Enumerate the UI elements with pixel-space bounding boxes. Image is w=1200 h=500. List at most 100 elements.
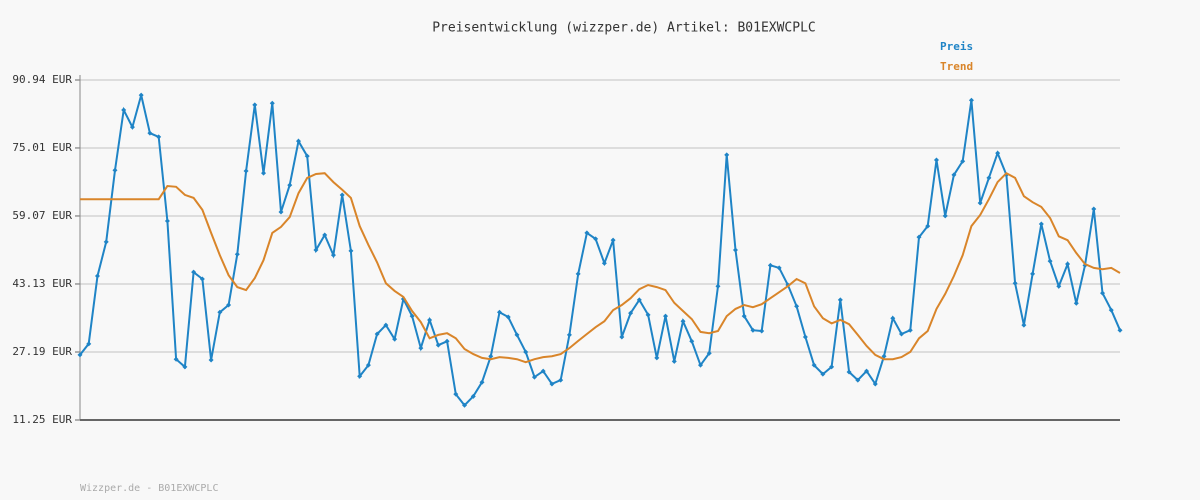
point	[313, 247, 319, 253]
point	[523, 349, 529, 355]
point	[77, 352, 83, 358]
point	[462, 402, 468, 408]
point	[427, 317, 433, 323]
point	[182, 364, 188, 370]
point	[636, 297, 642, 303]
y-tick-label: 59.07 EUR	[12, 209, 72, 222]
point	[767, 262, 773, 268]
point	[357, 373, 363, 379]
point	[916, 234, 922, 240]
point	[1038, 221, 1044, 227]
y-tick-label: 27.19 EUR	[12, 345, 72, 358]
point	[295, 138, 301, 144]
point	[619, 334, 625, 340]
line-1	[80, 171, 1121, 364]
point	[208, 357, 214, 363]
point	[663, 313, 669, 319]
point	[488, 353, 494, 359]
point	[933, 157, 939, 163]
y-tick-label: 75.01 EUR	[12, 141, 72, 154]
point	[575, 271, 581, 277]
point	[759, 328, 765, 334]
point	[234, 251, 240, 257]
point	[995, 150, 1001, 156]
point	[601, 260, 607, 266]
point	[243, 168, 249, 174]
legend-label: Preis	[940, 40, 973, 53]
point	[584, 230, 590, 236]
point	[689, 338, 695, 344]
point	[741, 313, 747, 319]
point	[1073, 300, 1079, 306]
point	[907, 327, 913, 333]
point	[383, 322, 389, 328]
point	[864, 368, 870, 374]
point	[217, 309, 223, 315]
point	[392, 336, 398, 342]
point	[977, 200, 983, 206]
point	[706, 350, 712, 356]
point	[671, 358, 677, 364]
point	[496, 309, 502, 315]
point	[453, 391, 459, 397]
point	[1056, 283, 1062, 289]
point	[540, 368, 546, 374]
point	[724, 152, 730, 158]
point	[794, 303, 800, 309]
point	[802, 334, 808, 340]
point	[855, 377, 861, 383]
point	[173, 356, 179, 362]
point	[750, 327, 756, 333]
point	[435, 342, 441, 348]
point	[899, 331, 905, 337]
point	[1030, 271, 1036, 277]
point	[138, 92, 144, 98]
y-tick-label: 43.13 EUR	[12, 277, 72, 290]
point	[86, 341, 92, 347]
point	[881, 353, 887, 359]
point	[479, 379, 485, 385]
point	[1021, 322, 1027, 328]
point	[951, 172, 957, 178]
point	[566, 332, 572, 338]
point	[925, 223, 931, 229]
point	[1100, 290, 1106, 296]
point	[322, 232, 328, 238]
point	[942, 213, 948, 219]
point	[199, 276, 205, 282]
point	[837, 297, 843, 303]
point	[470, 393, 476, 399]
point	[732, 247, 738, 253]
point	[531, 374, 537, 380]
point	[968, 97, 974, 103]
chart-title: Preisentwicklung (wizzper.de) Artikel: B…	[432, 21, 816, 36]
point	[374, 331, 380, 337]
point	[330, 252, 336, 258]
point	[505, 314, 511, 320]
point	[872, 381, 878, 387]
point	[610, 237, 616, 243]
point	[365, 362, 371, 368]
point	[628, 310, 634, 316]
point	[1012, 280, 1018, 286]
point	[514, 332, 520, 338]
line-0	[79, 94, 1121, 407]
point	[409, 313, 415, 319]
point	[339, 192, 345, 198]
point	[112, 167, 118, 173]
point	[269, 100, 275, 106]
point	[418, 345, 424, 351]
point	[890, 315, 896, 321]
point	[261, 170, 267, 176]
point	[278, 209, 284, 215]
point	[846, 369, 852, 375]
point	[156, 134, 162, 140]
point	[164, 218, 170, 224]
point	[829, 364, 835, 370]
point	[698, 362, 704, 368]
point	[304, 153, 310, 159]
point	[348, 248, 354, 254]
point	[645, 312, 651, 318]
point	[147, 130, 153, 136]
